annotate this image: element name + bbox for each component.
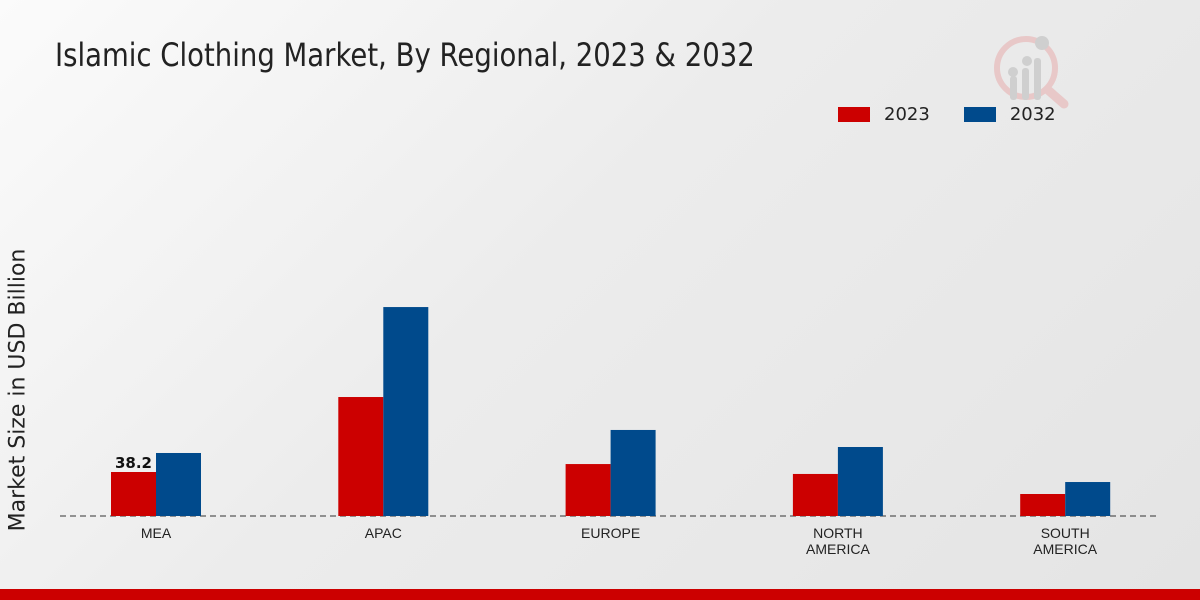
x-tick-label: NORTH (813, 525, 863, 541)
bar-2023-3 (792, 473, 838, 516)
bar-2023-2 (565, 464, 611, 516)
data-label: 38.2 (115, 454, 152, 472)
x-tick-label: APAC (365, 525, 402, 541)
bar-2032-0 (156, 452, 201, 516)
watermark-logo (994, 36, 1069, 109)
bar-2032-4 (1065, 482, 1111, 516)
legend-swatch-2023 (838, 107, 870, 122)
bar-2032-1 (383, 307, 429, 516)
legend-item-2032: 2032 (963, 104, 1056, 125)
x-tick-label: EUROPE (581, 525, 640, 541)
bar-2032-3 (837, 447, 883, 516)
x-tick-label: AMERICA (806, 541, 870, 557)
legend-label-2023: 2023 (884, 104, 930, 125)
x-tick-label: MEA (141, 525, 172, 541)
bar-2023-1 (338, 397, 384, 516)
chart-title: Islamic Clothing Market, By Regional, 20… (55, 36, 755, 74)
legend-item-2023: 2023 (838, 104, 930, 125)
legend: 2023 2032 (838, 104, 1056, 125)
bar-2023-4 (1020, 494, 1066, 516)
bar-2032-2 (610, 429, 656, 516)
legend-swatch-2032 (963, 107, 996, 122)
legend-label-2032: 2032 (1009, 104, 1056, 125)
x-tick-label: AMERICA (1033, 541, 1097, 557)
x-tick-label: SOUTH (1041, 525, 1090, 541)
footer-bar (0, 589, 1200, 600)
bar-2023-0 (111, 472, 156, 516)
